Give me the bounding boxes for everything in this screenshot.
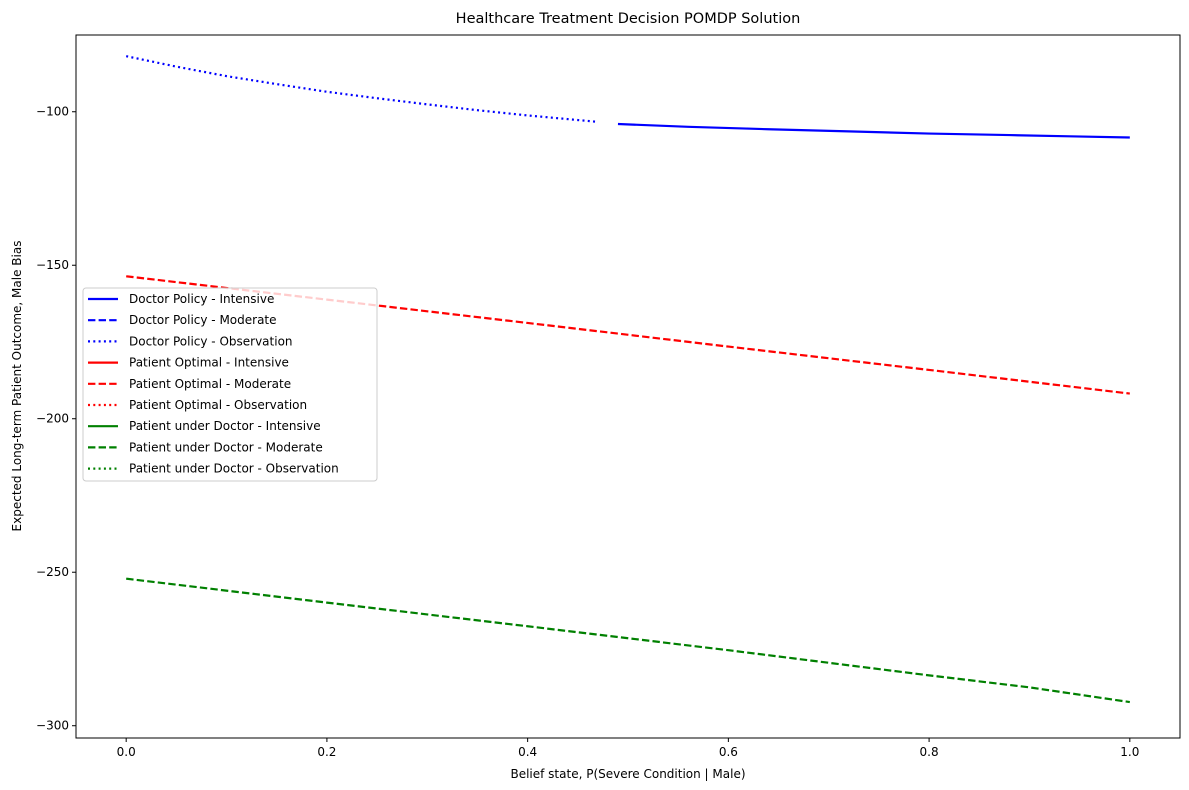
legend-label-patient-under-doctor-intensive: Patient under Doctor - Intensive [129, 419, 321, 433]
x-axis-ticks: 0.0 0.2 0.4 0.6 0.8 1.0 [117, 738, 1139, 759]
y-tick-label: −300 [36, 719, 69, 733]
series-line-doctor-policy-observation [125, 55, 598, 123]
y-axis-label: Expected Long-term Patient Outcome, Male… [10, 241, 24, 532]
legend-box [82, 287, 378, 482]
x-axis-label: Belief state, P(Severe Condition | Male) [510, 767, 745, 781]
legend-label-patient-optimal-moderate: Patient Optimal - Moderate [129, 377, 291, 391]
x-tick-label: 0.4 [518, 745, 537, 759]
legend-label-doctor-policy-moderate: Doctor Policy - Moderate [129, 313, 277, 327]
legend-label-patient-optimal-intensive: Patient Optimal - Intensive [129, 356, 289, 370]
legend-label-doctor-policy-observation: Doctor Policy - Observation [129, 334, 293, 348]
y-tick-label: −100 [36, 105, 69, 119]
series-line-patient-under-doctor-moderate [126, 577, 1130, 704]
chart-title: Healthcare Treatment Decision POMDP Solu… [456, 11, 801, 27]
plot-frame [75, 34, 1181, 739]
legend-label-patient-under-doctor-observation: Patient under Doctor - Observation [129, 462, 339, 476]
y-tick-label: −250 [36, 565, 69, 579]
series-line-doctor-policy-intensive [617, 122, 1130, 139]
y-tick-label: −200 [36, 412, 69, 426]
x-tick-label: 1.0 [1120, 745, 1139, 759]
plot-lines [125, 55, 1130, 704]
x-tick-label: 0.8 [920, 745, 939, 759]
x-tick-label: 0.6 [719, 745, 738, 759]
x-tick-label: 0.0 [117, 745, 136, 759]
legend-label-doctor-policy-intensive: Doctor Policy - Intensive [129, 292, 274, 306]
x-tick-label: 0.2 [317, 745, 336, 759]
y-tick-label: −150 [36, 258, 69, 272]
legend-label-patient-optimal-observation: Patient Optimal - Observation [129, 398, 307, 412]
legend: Doctor Policy - Intensive Doctor Policy -… [82, 287, 378, 482]
series-line-patient-optimal-moderate [126, 275, 1130, 395]
y-axis-ticks: −300 −250 −200 −150 −100 [36, 105, 76, 733]
legend-label-patient-under-doctor-moderate: Patient under Doctor - Moderate [129, 440, 323, 454]
